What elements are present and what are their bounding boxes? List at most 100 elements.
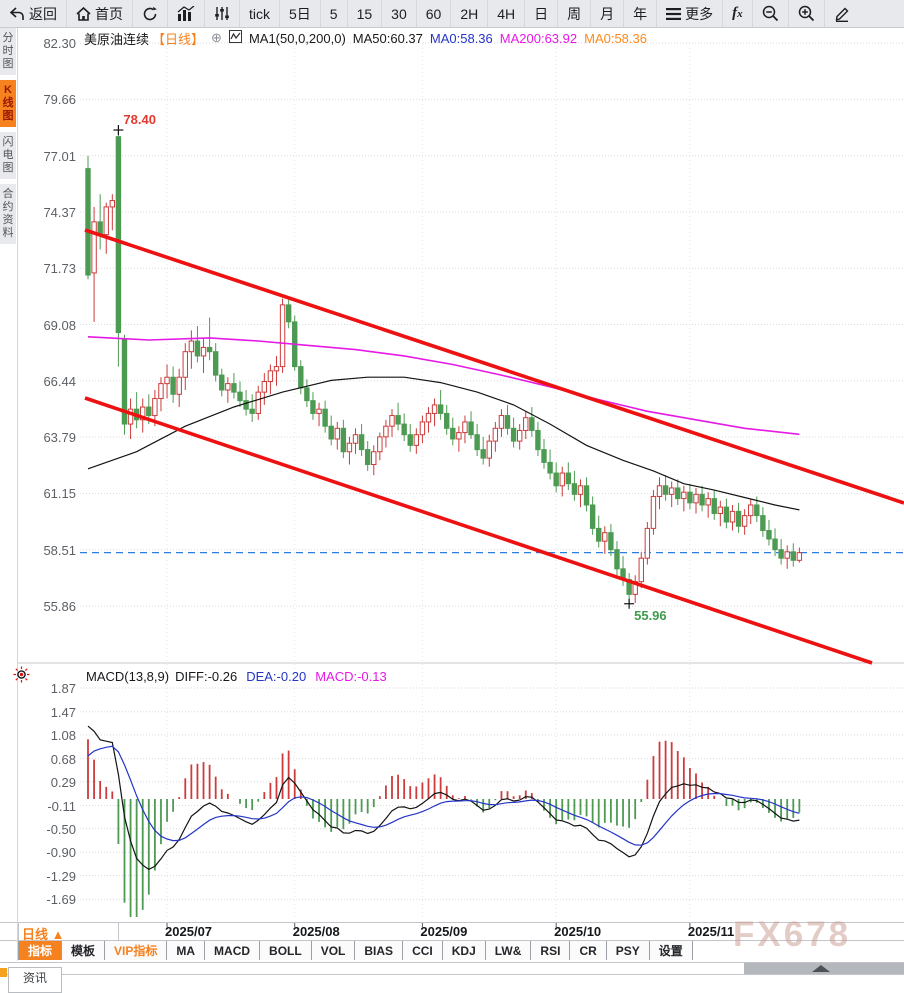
candle-body (717, 506, 724, 514)
back-button[interactable]: 返回 (0, 0, 66, 27)
macd-axis-label: 1.08 (50, 727, 76, 743)
period-2h-button[interactable]: 2H (450, 0, 487, 27)
macd-axis-label: 0.68 (50, 751, 76, 767)
candle-body (468, 421, 474, 436)
candle-body (146, 406, 152, 417)
period-60m-button[interactable]: 60 (415, 0, 451, 27)
period-week-button[interactable]: 周 (557, 0, 590, 27)
candle-body (760, 515, 766, 532)
add-indicator-icon[interactable]: ⊕ (211, 30, 222, 45)
macd-diff-value: DIFF:-0.26 (175, 669, 238, 684)
ma-formula: MA1(50,0,200,0) (248, 30, 346, 46)
candle-body (407, 434, 413, 446)
back-button-label: 返回 (29, 5, 57, 22)
sidebar-tab-contract-info[interactable]: 合约资料 (0, 184, 16, 244)
period-tick-button-label: tick (249, 5, 270, 22)
candle-body (602, 532, 608, 542)
home-icon (76, 6, 91, 21)
period-15m-button[interactable]: 15 (346, 0, 382, 27)
macd-value: MACD:-0.13 (315, 669, 387, 684)
ma-tab[interactable]: MA (167, 941, 206, 960)
boll-tab[interactable]: BOLL (260, 941, 312, 960)
candle-body (547, 461, 553, 474)
sidebar-tab-kline-chart[interactable]: K线图 (0, 80, 16, 127)
cci-tab[interactable]: CCI (403, 941, 443, 960)
chart-type-bars-button[interactable] (167, 0, 204, 27)
candle-body (456, 432, 462, 440)
template-tab[interactable]: 模板 (62, 941, 106, 960)
macd-dea-line (87, 745, 800, 846)
macd-tab[interactable]: MACD (205, 941, 261, 960)
sidebar-tab-lightning-chart[interactable]: 闪电图 (0, 132, 16, 179)
candle-body (492, 427, 499, 442)
candle-body (450, 427, 456, 440)
formula-button[interactable]: fx (722, 0, 752, 27)
period-60m-button-label: 60 (425, 5, 442, 22)
cr-tab[interactable]: CR (570, 941, 607, 960)
candle-body (668, 487, 675, 495)
refresh-icon (142, 6, 158, 22)
candle-body (462, 421, 468, 434)
period-month-button[interactable]: 月 (590, 0, 623, 27)
sidebar-tab-time-chart[interactable]: 分时图 (0, 28, 16, 75)
top-toolbar: 返回 首页 tick 5日 5 15 30 60 2H 4H 日 周 月 年 更多 fx (0, 0, 904, 28)
period-dropdown[interactable]: 日线 ▲ (22, 927, 65, 942)
price-axis-label: 55.86 (43, 599, 76, 615)
period-4h-button[interactable]: 4H (487, 0, 524, 27)
x-axis-label: 2025/08 (292, 924, 340, 939)
lw-tab[interactable]: LW& (486, 941, 532, 960)
ma-settings-icon[interactable] (228, 30, 242, 46)
indicator-settings-icon[interactable] (13, 666, 30, 688)
psy-tab[interactable]: PSY (607, 941, 650, 960)
vol-tab[interactable]: VOL (312, 941, 356, 960)
trendline (84, 228, 904, 505)
period-30m-button[interactable]: 30 (381, 0, 416, 27)
refresh-button[interactable] (132, 0, 167, 27)
news-tab[interactable]: 资讯 (8, 967, 63, 993)
period-day-button[interactable]: 日 (524, 0, 557, 27)
sidebar-divider (17, 27, 18, 961)
more-button[interactable]: 更多 (656, 0, 722, 27)
rsi-tab[interactable]: RSI (531, 941, 571, 960)
candle-body (237, 391, 243, 402)
home-button[interactable]: 首页 (66, 0, 132, 27)
candle-body (243, 400, 249, 410)
ma0-value-orange: MA0:58.36 (584, 30, 647, 46)
vip-indicator-tab[interactable]: VIP指标 (105, 941, 168, 960)
scroll-up-arrow-icon[interactable] (812, 965, 830, 972)
settings-tab[interactable]: 设置 (650, 941, 693, 960)
period-5d-button[interactable]: 5日 (279, 0, 320, 27)
symbol-name: 美原油连续 (84, 31, 150, 47)
draw-button[interactable] (823, 0, 859, 27)
scrollbar-thumb[interactable] (744, 963, 904, 974)
candle-body (699, 493, 705, 506)
zoom-in-button[interactable] (787, 0, 824, 27)
candle-body (352, 434, 359, 444)
candle-body (486, 440, 492, 459)
candle-body (778, 549, 784, 559)
horizontal-scrollbar[interactable] (0, 962, 904, 975)
indicator-style-button[interactable] (204, 0, 239, 27)
trendline (84, 396, 873, 665)
candle-body (346, 442, 353, 453)
candle-body (176, 376, 182, 395)
candle-body (741, 515, 748, 527)
candle-body (650, 495, 657, 529)
fx-icon: fx (732, 5, 743, 21)
period-5m-button[interactable]: 5 (319, 0, 347, 27)
zoom-out-button[interactable] (751, 0, 788, 27)
candle-body (377, 436, 383, 453)
candle-body (304, 387, 310, 402)
indicator-tab[interactable]: 指标 (18, 941, 63, 960)
bias-tab[interactable]: BIAS (355, 941, 404, 960)
candle-body (705, 498, 711, 506)
kdj-tab[interactable]: KDJ (443, 941, 486, 960)
candle-body (383, 425, 389, 438)
candle-body (371, 451, 377, 466)
candle-body (364, 449, 371, 466)
period-tick-button[interactable]: tick (239, 0, 279, 27)
period-year-button[interactable]: 年 (623, 0, 656, 27)
period-30m-button-label: 30 (391, 5, 407, 22)
